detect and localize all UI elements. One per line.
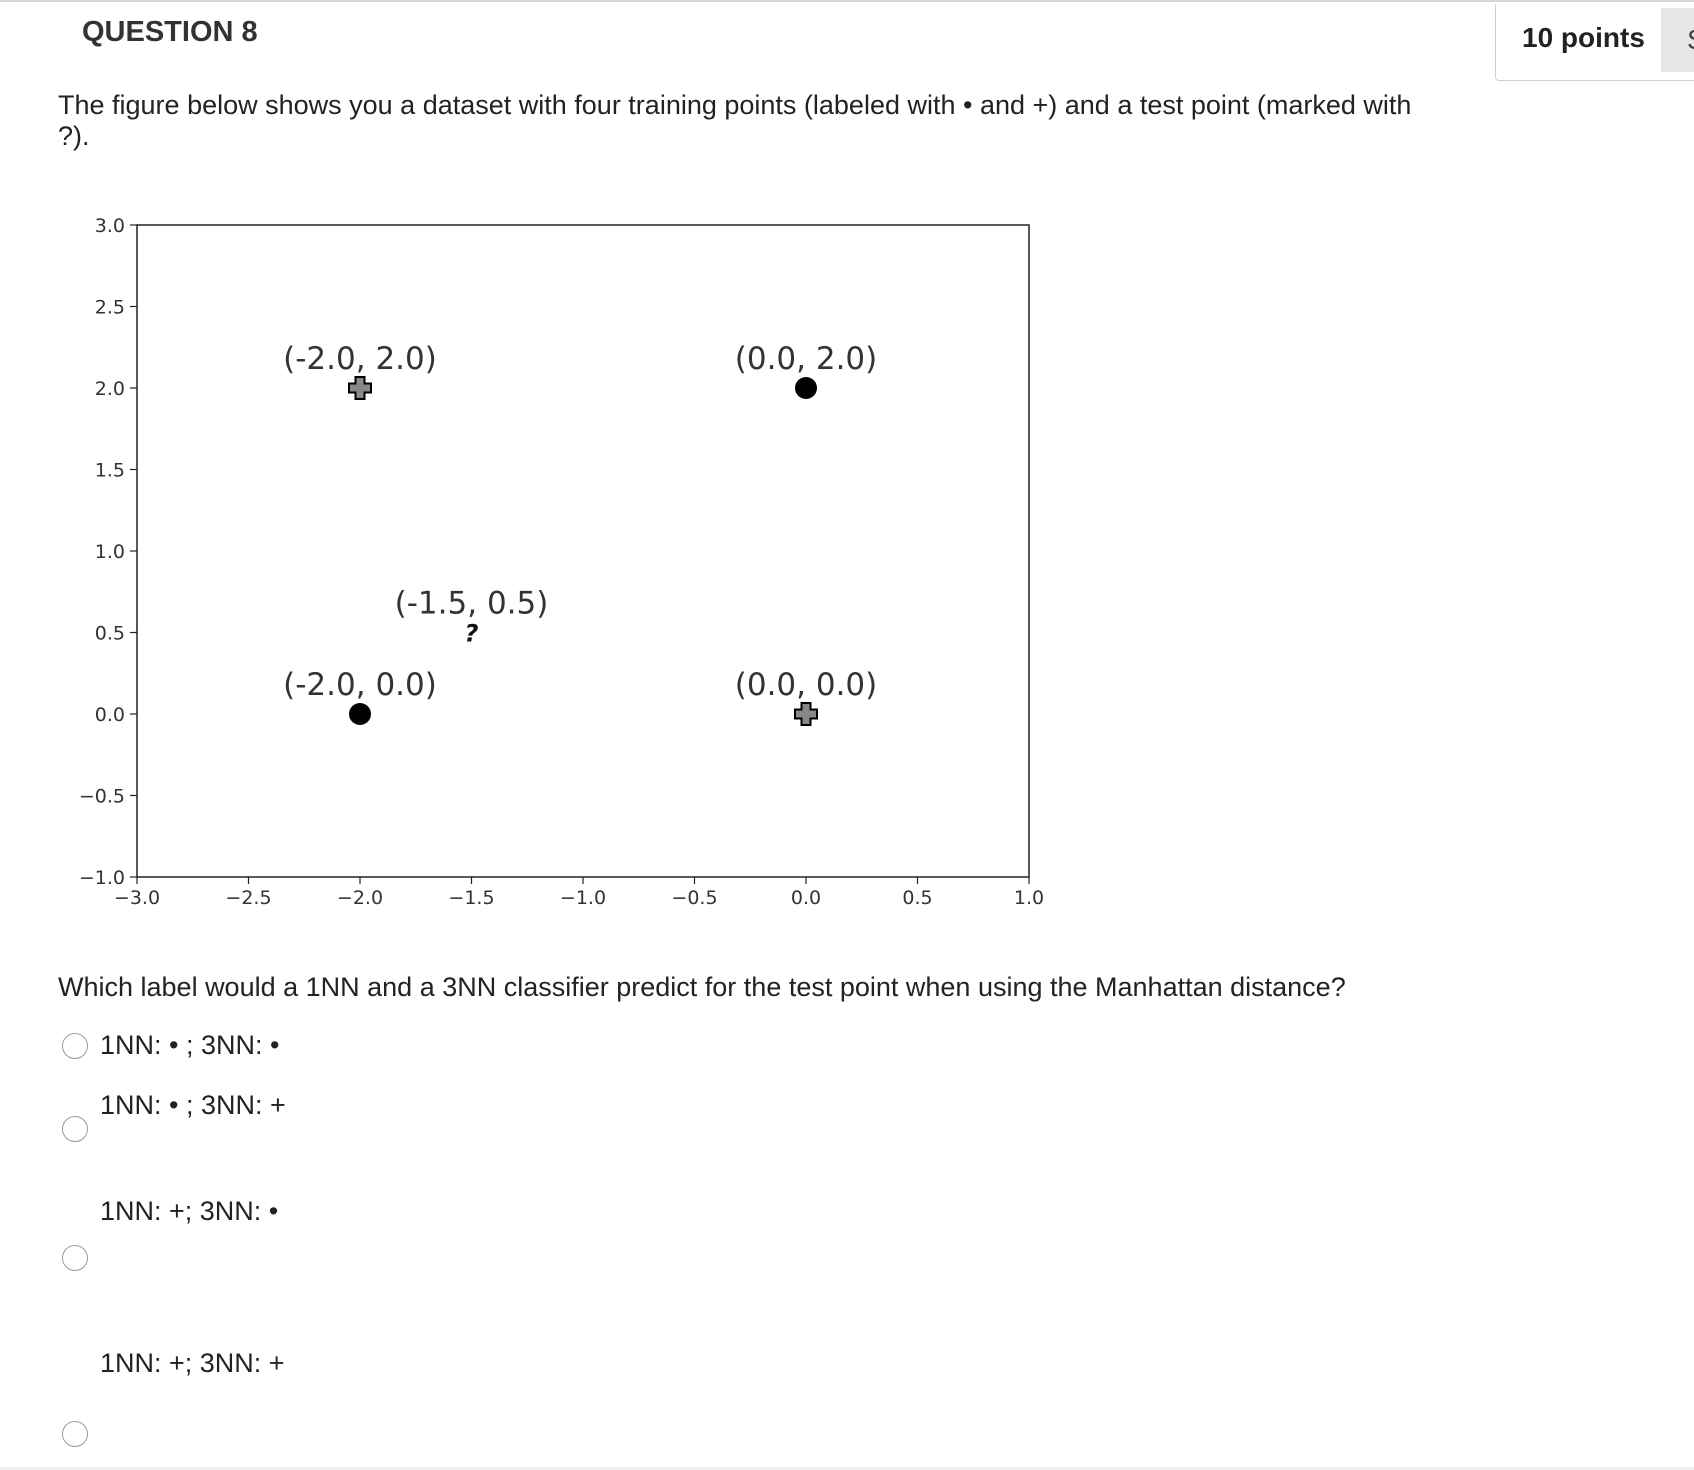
- point-coordinate-label: (0.0, 2.0): [735, 341, 878, 377]
- top-divider: [0, 0, 1694, 2]
- option-label-1[interactable]: 1NN: • ; 3NN: •: [100, 1030, 280, 1060]
- x-tick-label: −0.5: [671, 887, 717, 905]
- y-tick-label: 2.5: [95, 297, 125, 319]
- bottom-divider: [0, 1467, 1694, 1470]
- y-tick-label: 0.5: [95, 623, 125, 645]
- option-label-2[interactable]: 1NN: • ; 3NN: +: [100, 1090, 286, 1120]
- option-radio-1[interactable]: [62, 1033, 88, 1059]
- save-answer-label: S: [1687, 24, 1694, 56]
- point-coordinate-label: (0.0, 0.0): [735, 667, 878, 703]
- point-coordinate-label: (-2.0, 0.0): [283, 667, 437, 703]
- scatter-plot: −3.0 −2.5 −2.0 −1.5 −1.0 −0.5 0.0 0.5 1.0 3.0 2.5 2…: [79, 215, 1044, 905]
- point-question-marker: ?: [465, 620, 479, 648]
- y-tick-label: 0.0: [95, 704, 125, 726]
- x-tick-label: −2.5: [225, 887, 271, 905]
- x-tick-label: −2.0: [337, 887, 383, 905]
- option-radio-4[interactable]: [62, 1421, 88, 1447]
- point-plus-marker: [794, 702, 818, 726]
- question-title: QUESTION 8: [82, 16, 258, 48]
- point-coordinate-label: (-1.5, 0.5): [395, 586, 549, 622]
- x-tick-label: 0.0: [791, 887, 821, 905]
- points-panel: 10 points S: [1495, 4, 1694, 81]
- y-tick-label: 3.0: [95, 215, 125, 237]
- y-tick-label: −0.5: [79, 786, 125, 808]
- save-answer-button[interactable]: S: [1661, 8, 1694, 72]
- y-tick-label: 2.0: [95, 378, 125, 400]
- x-tick-label: 1.0: [1014, 887, 1044, 905]
- question-prompt: Which label would a 1NN and a 3NN classi…: [58, 972, 1346, 1002]
- point-coordinate-label: (-2.0, 2.0): [283, 341, 437, 377]
- question-text: The figure below shows you a dataset wit…: [58, 90, 1412, 151]
- y-tick-label: 1.0: [95, 541, 125, 563]
- point-plus-marker: [348, 376, 372, 400]
- y-tick-label: −1.0: [79, 867, 125, 889]
- points-label: 10 points: [1522, 22, 1645, 53]
- option-label-4[interactable]: 1NN: +; 3NN: +: [100, 1348, 285, 1378]
- plot-frame: [136, 224, 1030, 878]
- x-tick-label: −1.0: [560, 887, 606, 905]
- point-dot-marker: [795, 377, 817, 399]
- x-tick-label: −3.0: [114, 887, 160, 905]
- x-tick-label: −1.5: [448, 887, 494, 905]
- option-label-3[interactable]: 1NN: +; 3NN: •: [100, 1196, 279, 1226]
- option-radio-2[interactable]: [62, 1116, 88, 1142]
- point-dot-marker: [349, 703, 371, 725]
- y-tick-label: 1.5: [95, 460, 125, 482]
- x-tick-label: 0.5: [902, 887, 932, 905]
- option-radio-3[interactable]: [62, 1245, 88, 1271]
